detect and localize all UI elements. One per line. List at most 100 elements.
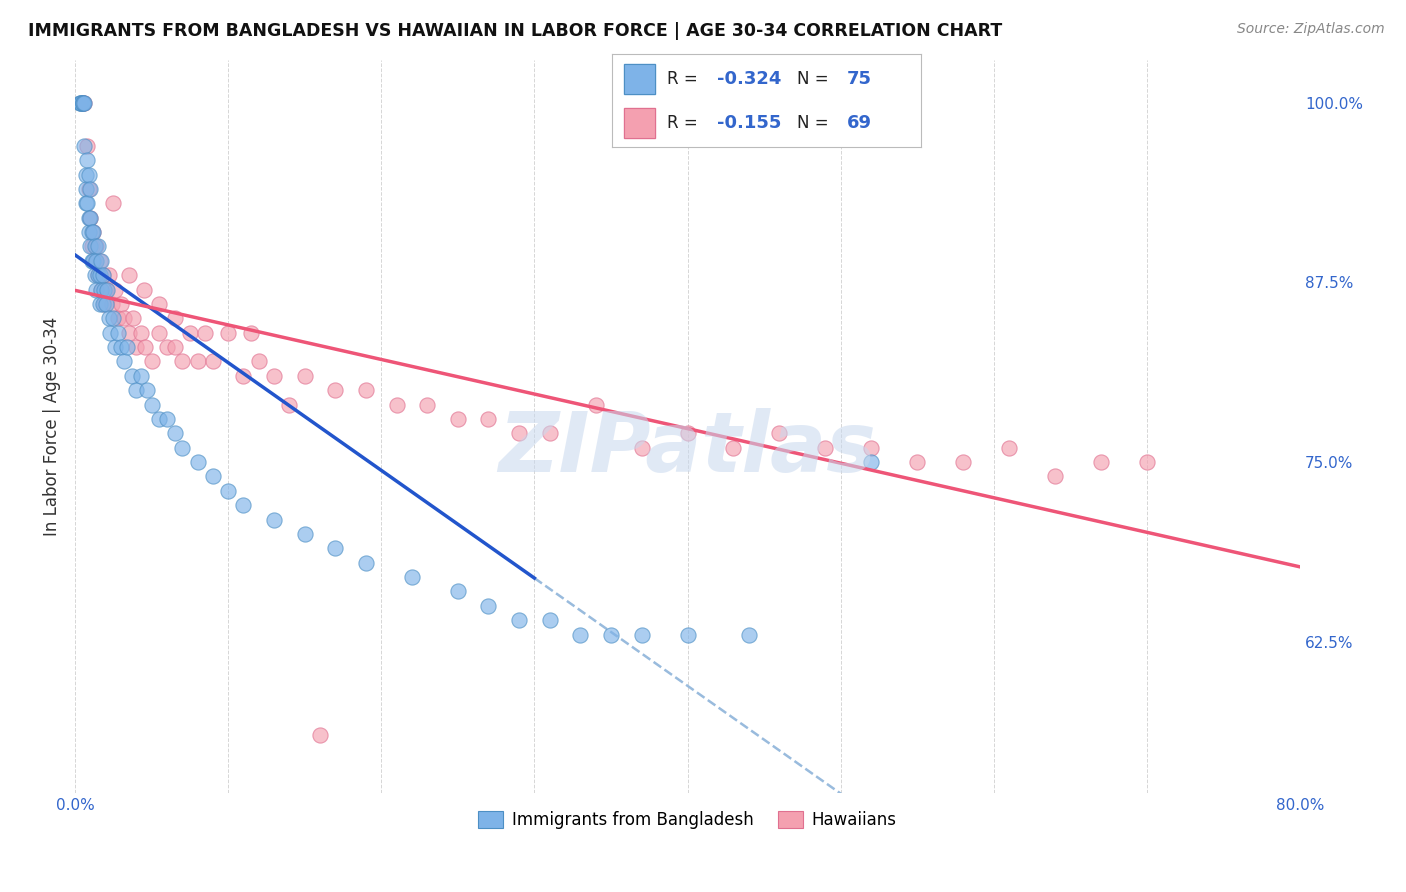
Point [86, 283, 108, 297]
Point [323, 541, 346, 556]
Bar [624, 64, 655, 94]
Point [136, 383, 159, 397]
Point [93, 283, 115, 297]
Point [115, 340, 138, 354]
Text: 75: 75 [846, 70, 872, 87]
Point [82, 225, 104, 239]
Point [82, 253, 104, 268]
Point [263, 368, 285, 383]
Point [508, 613, 530, 627]
Y-axis label: In Labor Force | Age 30-34: In Labor Force | Age 30-34 [44, 317, 60, 536]
Text: 69: 69 [846, 114, 872, 132]
Point [122, 311, 145, 326]
Point [156, 340, 179, 354]
Point [77, 168, 100, 182]
Point [952, 455, 974, 469]
Text: N =: N = [797, 70, 834, 87]
Point [163, 311, 186, 326]
Text: N =: N = [797, 114, 834, 132]
Point [477, 412, 499, 426]
Text: IMMIGRANTS FROM BANGLADESH VS HAWAIIAN IN LABOR FORCE | AGE 30-34 CORRELATION CH: IMMIGRANTS FROM BANGLADESH VS HAWAIIAN I… [28, 22, 1002, 40]
Point [70, 95, 93, 110]
Point [93, 297, 115, 311]
Point [129, 326, 152, 340]
Point [217, 483, 239, 498]
Point [630, 441, 652, 455]
Point [477, 599, 499, 613]
Point [201, 354, 224, 368]
Point [107, 326, 129, 340]
Point [121, 368, 143, 383]
Point [91, 297, 114, 311]
Point [112, 354, 135, 368]
Point [98, 326, 121, 340]
Point [676, 627, 699, 641]
Point [141, 354, 163, 368]
Point [97, 311, 120, 326]
Point [217, 326, 239, 340]
Point [77, 211, 100, 225]
Point [107, 311, 129, 326]
Point [201, 469, 224, 483]
Point [117, 326, 139, 340]
Point [508, 426, 530, 441]
Point [87, 268, 110, 283]
Point [73, 95, 96, 110]
Point [112, 311, 135, 326]
Point [77, 182, 100, 196]
Point [87, 268, 110, 283]
Point [630, 627, 652, 641]
Point [75, 196, 97, 211]
Point [354, 383, 377, 397]
Point [69, 95, 91, 110]
Point [247, 354, 270, 368]
Point [82, 225, 104, 239]
Point [69, 95, 91, 110]
Bar [624, 108, 655, 138]
Point [860, 455, 883, 469]
Point [72, 95, 94, 110]
Point [998, 441, 1021, 455]
Point [104, 340, 127, 354]
Point [447, 412, 470, 426]
Point [1090, 455, 1112, 469]
Point [80, 225, 103, 239]
Point [600, 627, 623, 641]
Point [768, 426, 790, 441]
Point [97, 268, 120, 283]
Point [723, 441, 745, 455]
Point [103, 311, 125, 326]
Point [79, 211, 101, 225]
Point [172, 354, 194, 368]
Point [84, 253, 107, 268]
Point [354, 556, 377, 570]
Point [80, 253, 103, 268]
Point [814, 441, 837, 455]
Point [1043, 469, 1066, 483]
Point [80, 239, 103, 253]
Text: Source: ZipAtlas.com: Source: ZipAtlas.com [1237, 22, 1385, 37]
Point [76, 153, 98, 168]
Point [1136, 455, 1159, 469]
Point [73, 95, 96, 110]
Point [905, 455, 928, 469]
Point [89, 268, 111, 283]
Point [538, 426, 561, 441]
Point [72, 95, 94, 110]
Point [141, 398, 163, 412]
Point [91, 268, 114, 283]
Point [156, 412, 179, 426]
Point [294, 368, 316, 383]
Point [70, 95, 93, 110]
Point [585, 398, 607, 412]
Point [89, 253, 111, 268]
Point [232, 368, 254, 383]
Point [86, 253, 108, 268]
Point [94, 283, 117, 297]
Point [104, 283, 127, 297]
Point [110, 297, 132, 311]
Point [90, 253, 112, 268]
Point [263, 512, 285, 526]
Point [100, 297, 122, 311]
Point [117, 268, 139, 283]
